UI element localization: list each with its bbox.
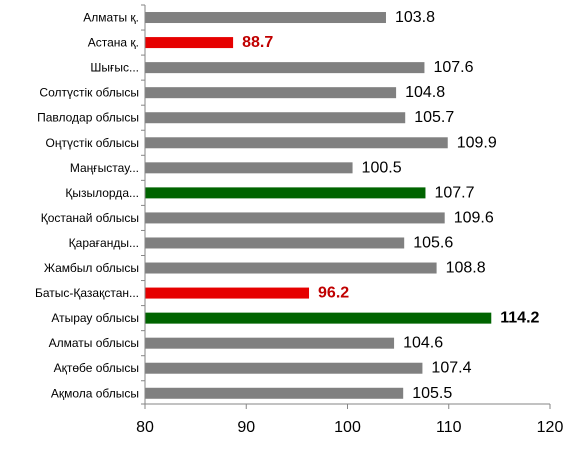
bar xyxy=(145,387,404,399)
value-label: 107.6 xyxy=(433,59,473,76)
bar xyxy=(145,62,425,74)
x-tick-label: 90 xyxy=(237,419,255,436)
bar xyxy=(145,262,437,274)
value-label: 105.5 xyxy=(412,385,452,402)
value-label: 107.4 xyxy=(431,360,471,377)
value-label: 104.6 xyxy=(403,335,443,352)
bar xyxy=(145,312,492,324)
axis-layer xyxy=(141,4,551,409)
value-label: 103.8 xyxy=(395,9,435,26)
bar xyxy=(145,12,386,24)
category-label: Жамбыл облысы xyxy=(44,261,139,275)
bar xyxy=(145,137,448,149)
x-tick-label: 120 xyxy=(537,419,564,436)
category-label: Алматы қ. xyxy=(83,11,139,25)
category-label: Ақтөбе облысы xyxy=(54,361,139,375)
value-label: 114.2 xyxy=(500,310,539,327)
category-label: Алматы облысы xyxy=(49,336,139,350)
x-tick-label: 100 xyxy=(334,419,361,436)
x-tick-label: 110 xyxy=(436,419,462,436)
category-label: Шығыс... xyxy=(90,61,139,75)
bar xyxy=(145,37,234,49)
labels-layer: Алматы қ. 103.8 Астана қ. 88.7 Шығыс... 107.6… xyxy=(35,9,563,436)
category-label: Павлодар облысы xyxy=(37,111,139,125)
value-label: 105.7 xyxy=(414,109,454,126)
value-label: 100.5 xyxy=(362,159,402,176)
category-label: Қарағанды... xyxy=(69,236,139,250)
bar xyxy=(145,362,423,374)
value-label: 105.6 xyxy=(413,234,453,251)
bar xyxy=(145,337,395,349)
category-label: Батыс-Қазақстан... xyxy=(35,286,139,300)
category-label: Қызылорда... xyxy=(65,186,139,200)
category-label: Атырау облысы xyxy=(51,311,139,325)
x-tick-label: 80 xyxy=(136,419,154,436)
value-label: 107.7 xyxy=(434,184,474,201)
value-label: 108.8 xyxy=(446,260,486,277)
category-label: Астана қ. xyxy=(88,36,139,50)
bars-layer xyxy=(145,12,492,399)
bar xyxy=(145,87,397,99)
value-label: 88.7 xyxy=(242,34,273,51)
bar xyxy=(145,162,353,174)
bar xyxy=(145,112,406,124)
value-label: 104.8 xyxy=(405,84,445,101)
bar xyxy=(145,212,445,224)
bar xyxy=(145,287,310,299)
category-label: Маңғыстау... xyxy=(70,161,139,175)
bar xyxy=(145,237,405,249)
category-label: Солтүстік облысы xyxy=(39,86,139,100)
category-label: Ақмола облысы xyxy=(51,386,139,400)
bar xyxy=(145,187,426,199)
value-label: 96.2 xyxy=(318,285,349,302)
category-label: Қостанай облысы xyxy=(41,211,139,225)
value-label: 109.9 xyxy=(457,134,497,151)
value-label: 109.6 xyxy=(454,209,494,226)
category-label: Оңтүстік облысы xyxy=(46,136,139,150)
